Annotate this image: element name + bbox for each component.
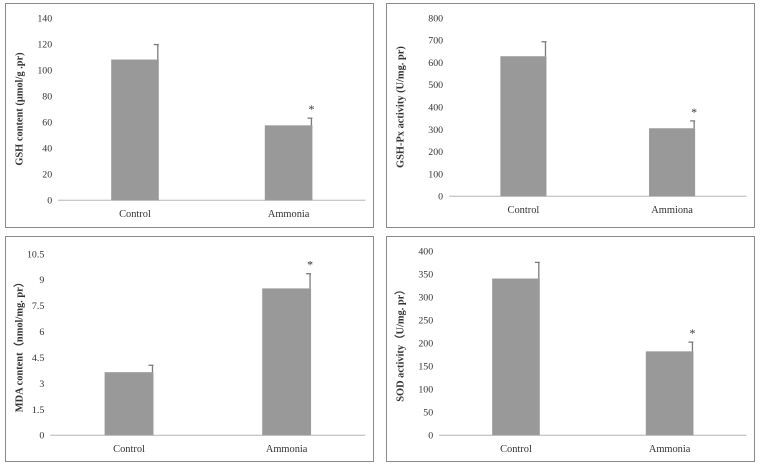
sod-activity-chart: 0 50 100 150 200 250 300 350 400 SOD activity（U/m… [386, 236, 755, 462]
mda-y-tick-label: 0 [39, 431, 44, 442]
gsh-y-tick-label: 140 [37, 13, 52, 24]
gsh-px-y-tick-label: 100 [428, 169, 443, 180]
mda-y-tick-label: 10.5 [27, 249, 44, 260]
sod-y-tick-label: 100 [418, 385, 433, 396]
gsh-px-significance-marker: * [691, 105, 697, 119]
mda-bar-control [104, 372, 154, 436]
gsh-content-chart: 0 20 40 60 80 100 120 140 GSH content (μmol/g .p… [5, 3, 374, 228]
gsh-px-category-label: Control [508, 205, 540, 216]
sod-category-label: Ammonia [649, 444, 691, 455]
sod-bar-control [492, 278, 540, 436]
mda-content-chart: 0 1.5 3 4.5 6 7.5 9 10.5 MDA content（nmol/mg. pr… [5, 236, 374, 462]
sod-y-tick-label: 350 [418, 269, 433, 280]
gsh-px-activity-chart: 0 100 200 300 400 500 600 700 800 GSH-Px activity… [386, 3, 755, 228]
sod-y-axis-label: SOD activity（U/mg. pr） [393, 284, 406, 401]
sod-y-tick-label: 300 [418, 292, 433, 303]
gsh-px-y-tick-label: 200 [428, 147, 443, 158]
mda-y-tick-label: 1.5 [32, 405, 44, 416]
gsh-bar-ammonia [264, 125, 313, 201]
mda-y-tick-label: 3 [39, 379, 44, 390]
gsh-px-category-label: Ammiona [651, 205, 693, 216]
gsh-y-tick-label: 120 [37, 39, 52, 50]
gsh-px-y-tick-label: 0 [438, 192, 443, 203]
gsh-px-activity-chart-svg: 0 100 200 300 400 500 600 700 800 GSH-Px activity… [395, 13, 747, 216]
mda-bar-ammonia [262, 288, 312, 436]
mda-y-tick-label: 9 [39, 275, 44, 286]
mda-y-tick-label: 6 [39, 327, 44, 338]
sod-y-tick-label: 50 [423, 408, 433, 419]
gsh-significance-marker: * [308, 102, 314, 116]
gsh-px-y-tick-label: 800 [428, 13, 443, 24]
gsh-category-label: Ammonia [268, 209, 310, 220]
mda-y-axis-label: MDA content（nmol/mg. pr） [12, 277, 25, 412]
gsh-y-tick-label: 0 [47, 196, 52, 207]
mda-content-chart-svg: 0 1.5 3 4.5 6 7.5 9 10.5 MDA content（nmol/mg. pr… [12, 249, 366, 455]
sod-y-tick-label: 200 [418, 339, 433, 350]
sod-bar-ammonia [645, 351, 694, 436]
sod-category-label: Control [500, 444, 532, 455]
gsh-px-y-tick-label: 400 [428, 103, 443, 114]
gsh-y-axis-label: GSH content (μmol/g .pr) [14, 52, 25, 165]
mda-category-label: Ammonia [266, 444, 308, 455]
sod-y-tick-label: 250 [418, 315, 433, 326]
gsh-content-chart-svg: 0 20 40 60 80 100 120 140 GSH content (μmol/g .p… [14, 13, 366, 220]
sod-y-tick-label: 0 [428, 431, 433, 442]
sod-significance-marker: * [689, 326, 695, 340]
sod-y-tick-label: 400 [418, 246, 433, 257]
mda-category-label: Control [113, 444, 145, 455]
gsh-y-tick-label: 100 [37, 65, 52, 76]
gsh-category-label: Control [119, 209, 151, 220]
gsh-px-bar-control [500, 56, 547, 197]
gsh-bar-control [111, 59, 159, 201]
gsh-y-tick-label: 60 [42, 118, 52, 129]
gsh-px-y-tick-label: 600 [428, 58, 443, 69]
mda-y-tick-label: 7.5 [32, 301, 44, 312]
gsh-px-bar-ammiona [649, 128, 696, 197]
gsh-px-y-tick-label: 500 [428, 80, 443, 91]
sod-activity-chart-svg: 0 50 100 150 200 250 300 350 400 SOD activity（U/m… [393, 246, 747, 455]
gsh-px-y-axis-label: GSH-Px activity (U/mg. pr) [395, 46, 406, 168]
mda-significance-marker: * [307, 258, 313, 272]
sod-y-tick-label: 150 [418, 362, 433, 373]
gsh-y-tick-label: 80 [42, 92, 52, 103]
gsh-px-y-tick-label: 700 [428, 36, 443, 47]
mda-y-tick-label: 4.5 [32, 353, 44, 364]
gsh-y-tick-label: 20 [42, 170, 52, 181]
gsh-px-y-tick-label: 300 [428, 125, 443, 136]
gsh-y-tick-label: 40 [42, 144, 52, 155]
